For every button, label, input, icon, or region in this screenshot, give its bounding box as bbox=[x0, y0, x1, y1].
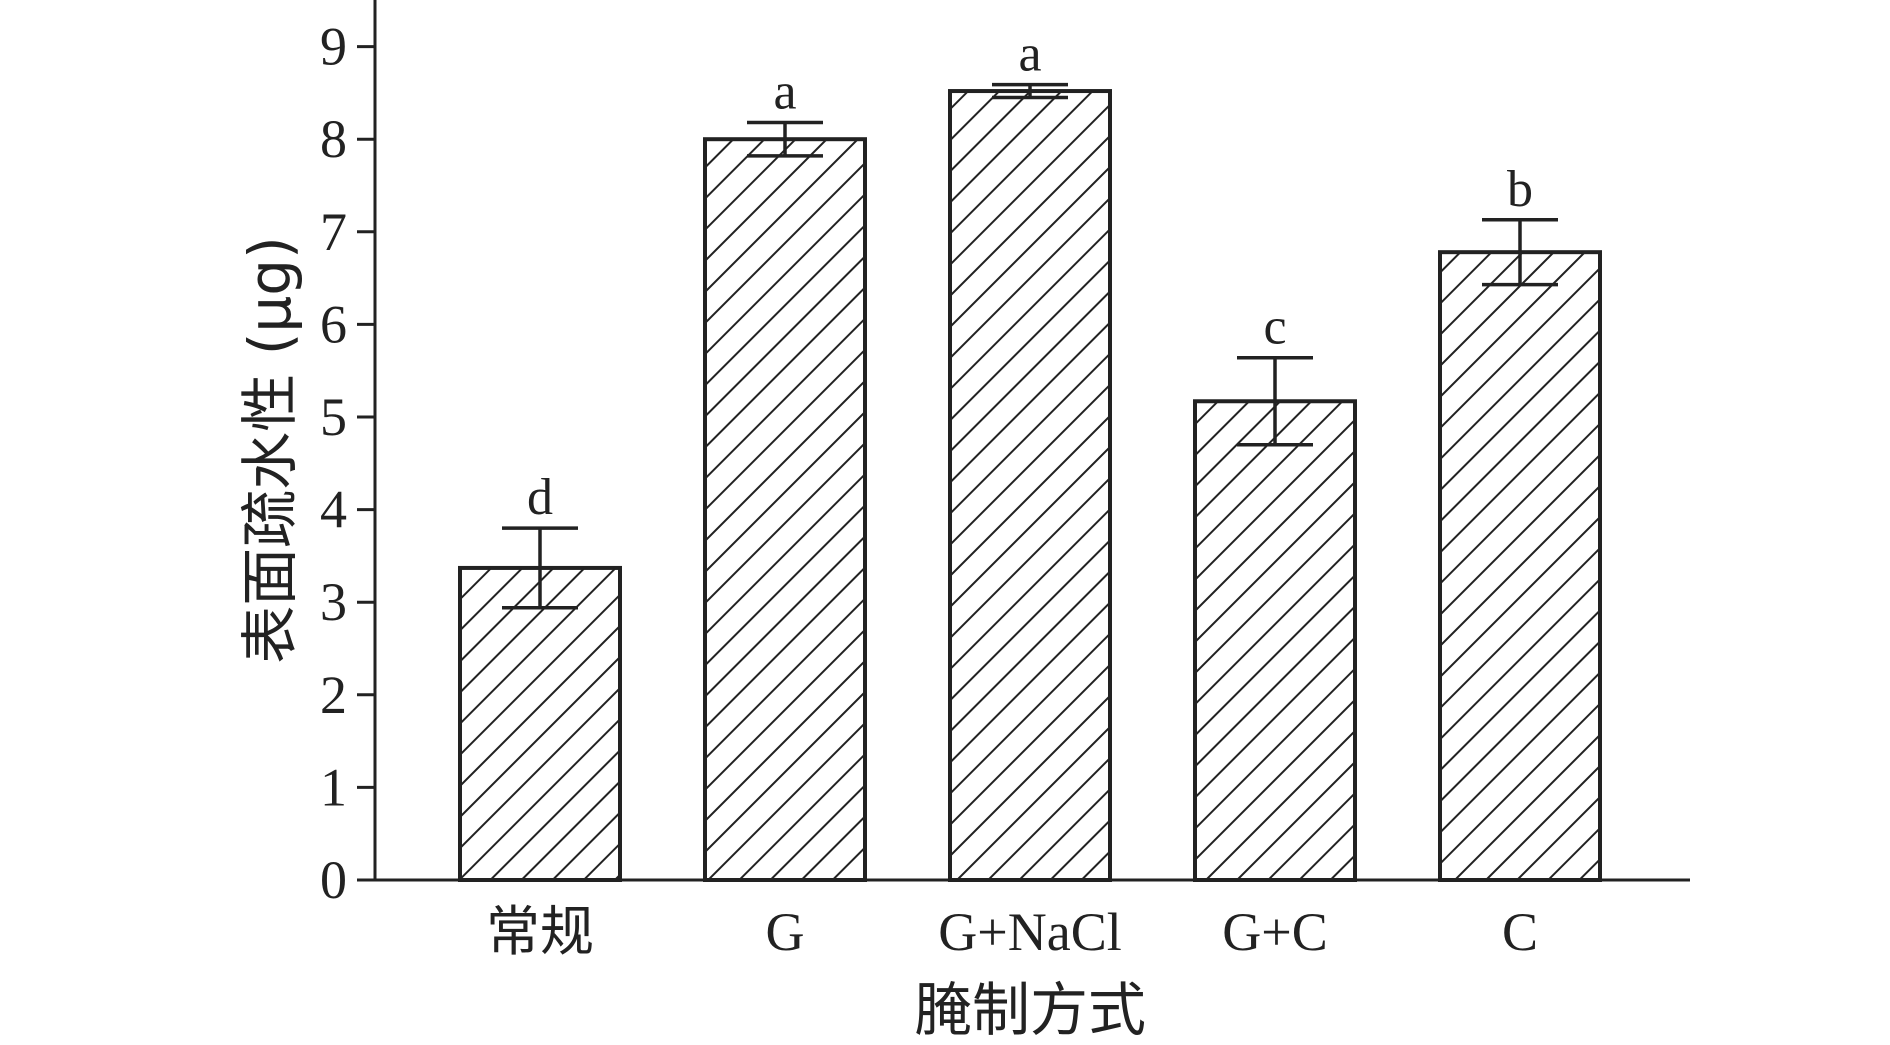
y-tick-label: 9 bbox=[320, 17, 347, 77]
x-tick-label: G+NaCl bbox=[938, 902, 1121, 962]
x-tick-label: G bbox=[766, 902, 805, 962]
y-tick-label: 6 bbox=[320, 294, 347, 354]
significance-labels: d a a c b bbox=[527, 26, 1533, 527]
bar bbox=[703, 137, 867, 882]
significance-label: d bbox=[527, 469, 553, 526]
bar bbox=[1438, 250, 1602, 882]
y-tick-label: 5 bbox=[320, 387, 347, 447]
bar bbox=[1193, 399, 1357, 882]
plot-area: 0 1 2 3 4 5 6 7 8 9 d a a c b 常规 G G+NaCl G+C C bbox=[320, 0, 1690, 962]
y-axis-ticks: 0 1 2 3 4 5 6 7 8 9 bbox=[320, 17, 375, 910]
y-tick-label: 2 bbox=[320, 665, 347, 725]
bar bbox=[948, 89, 1112, 883]
x-tick-label: C bbox=[1502, 902, 1538, 962]
y-axis-title: 表面疏水性 (μg) bbox=[236, 236, 304, 663]
y-tick-label: 1 bbox=[320, 757, 347, 817]
bars bbox=[458, 89, 1602, 883]
error-bars bbox=[502, 82, 1558, 610]
x-tick-label: G+C bbox=[1222, 902, 1327, 962]
bar bbox=[458, 565, 622, 882]
x-axis-title: 腌制方式 bbox=[914, 976, 1146, 1044]
x-tick-label: 常规 bbox=[486, 902, 594, 962]
y-tick-label: 3 bbox=[320, 572, 347, 632]
significance-label: a bbox=[1018, 26, 1041, 83]
y-tick-label: 7 bbox=[320, 202, 347, 262]
significance-label: b bbox=[1507, 161, 1533, 218]
y-tick-label: 4 bbox=[320, 480, 347, 540]
y-tick-label: 8 bbox=[320, 109, 347, 169]
y-tick-label: 0 bbox=[320, 850, 347, 910]
significance-label: c bbox=[1263, 299, 1286, 356]
significance-label: a bbox=[773, 64, 796, 121]
x-axis-tick-labels: 常规 G G+NaCl G+C C bbox=[486, 902, 1538, 962]
